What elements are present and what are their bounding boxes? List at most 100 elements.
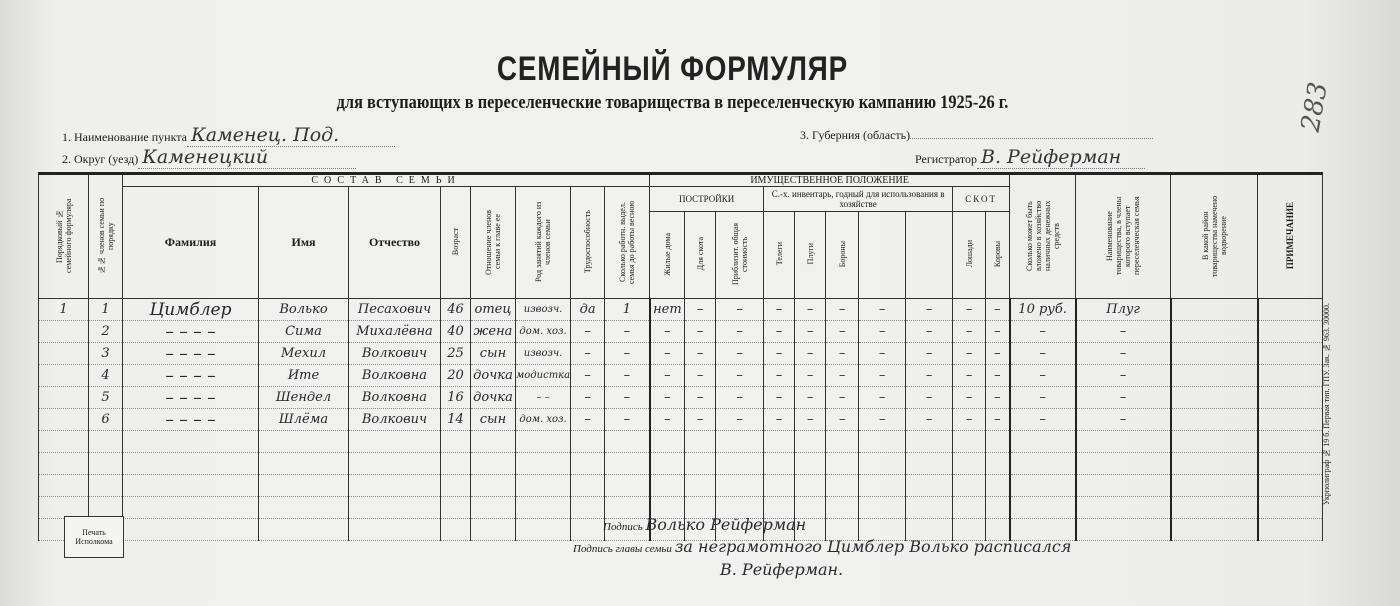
table-cell: 40 [440,320,471,343]
col-header-label: Телеги [774,242,784,266]
table-cell [570,430,606,453]
col-header-name: Имя [258,186,349,299]
table-cell: Волковна [348,364,441,387]
table-cell: извозч. [514,298,572,321]
table-cell [985,474,1011,497]
table-cell [514,518,572,541]
table-cell: – [570,386,606,409]
table-cell [38,320,89,343]
table-cell: – [648,386,686,409]
head-signature-label: Подпись главы семьи [573,543,672,555]
table-cell: – [763,320,796,343]
family-table: Порядковый № семейного формуляра №№ член… [38,172,1324,541]
table-cell [38,430,89,453]
table-cell [794,430,827,453]
table-cell [514,452,572,475]
page-subtitle: для вступающих в переселенческие товарищ… [336,92,1009,113]
table-cell: – [648,342,686,365]
table-cell [122,518,259,541]
table-cell: Волкович [348,408,441,431]
table-cell: да [570,298,606,321]
table-cell [715,474,765,497]
registrar-label: Регистратор [915,152,978,166]
col-header-label: Сколько работн. выдел. семья до работы в… [618,199,637,284]
table-cell [440,452,471,475]
table-cell: – [763,364,796,387]
table-cell [1074,518,1172,541]
table-cell: – [715,386,765,409]
table-cell: – [952,342,987,365]
table-cell [794,474,827,497]
table-cell [1008,430,1077,453]
table-cell [1256,430,1324,453]
table-cell: – [1008,342,1077,365]
table-cell: дом. хоз. [514,408,572,431]
table-cell [440,518,471,541]
signature-line: Подпись Волько Рейферман [603,515,806,534]
table-cell: – [604,408,651,431]
table-cell [825,430,860,453]
col-header: Коровы [985,211,1011,299]
table-cell [985,496,1011,519]
stamp-box: Печать Исполкома [64,516,124,558]
table-cell [1074,430,1172,453]
table-cell [858,496,907,519]
table-row [38,496,1324,519]
table-cell [440,430,471,453]
table-cell: 4 [88,364,123,387]
table-cell [1074,496,1172,519]
table-cell [348,452,441,475]
table-cell [684,452,717,475]
table-cell [514,474,572,497]
table-cell [794,452,827,475]
col-header: Наименование товарищества, в члены котор… [1075,173,1172,299]
table-row: 6– – – – Шлёма Волкович 14 сын дом. хоз. – – – – –… [38,408,1324,431]
table-cell: – [952,408,987,431]
province-field: 3. Губерния (область) [800,124,1154,143]
buildings-subheader: ПОСТРОЙКИ [649,186,765,212]
table-cell: Мехил [258,342,349,365]
table-cell [1256,474,1324,497]
page-title: СЕМЕЙНЫЙ ФОРМУЛЯР [496,50,849,88]
head-signature-value2: В. Рейферман. [720,560,844,579]
col-header-label: №№ членов семьи по порядку [96,197,115,274]
col-header: Плуги [794,211,827,299]
table-cell [1169,518,1259,541]
livestock-subheader: СКОТ [952,186,1011,212]
col-header-label: Бороны [837,240,847,268]
table-cell: – [825,298,860,321]
table-cell [258,496,349,519]
table-cell [905,430,954,453]
table-cell [1256,320,1324,343]
col-header: Сколько работн. выдел. семья до работы в… [604,186,651,299]
table-cell [1169,496,1259,519]
table-cell: – [858,364,907,387]
col-header-label: В какой район товарищества намечено водв… [1200,194,1228,277]
table-cell: – [985,386,1011,409]
table-row [38,452,1324,475]
table-cell [122,430,259,453]
table-cell [1074,474,1172,497]
table-cell [985,452,1011,475]
col-header [858,211,907,299]
head-signature-line: Подпись главы семьи за неграмотного Цимб… [573,537,1071,556]
table-cell: жена [470,320,516,343]
table-cell [514,496,572,519]
head-signature-value: за неграмотного Цимблер Волько расписалс… [674,537,1072,556]
col-header-label: Плуги [805,243,815,265]
table-cell: – [715,342,765,365]
registrar-value: В. Рейферман [977,146,1146,169]
table-cell: – [763,408,796,431]
table-cell: Шлёма [258,408,349,431]
province-value [910,124,1154,139]
table-cell: – [794,320,827,343]
table-cell: – [794,364,827,387]
col-header: №№ членов семьи по порядку [88,173,123,299]
table-cell [1169,430,1259,453]
table-cell [88,452,123,475]
table-cell [440,474,471,497]
table-cell [470,474,516,497]
table-cell: – [1074,342,1172,365]
table-cell: – [858,408,907,431]
table-cell: Михалёвна [348,320,441,343]
